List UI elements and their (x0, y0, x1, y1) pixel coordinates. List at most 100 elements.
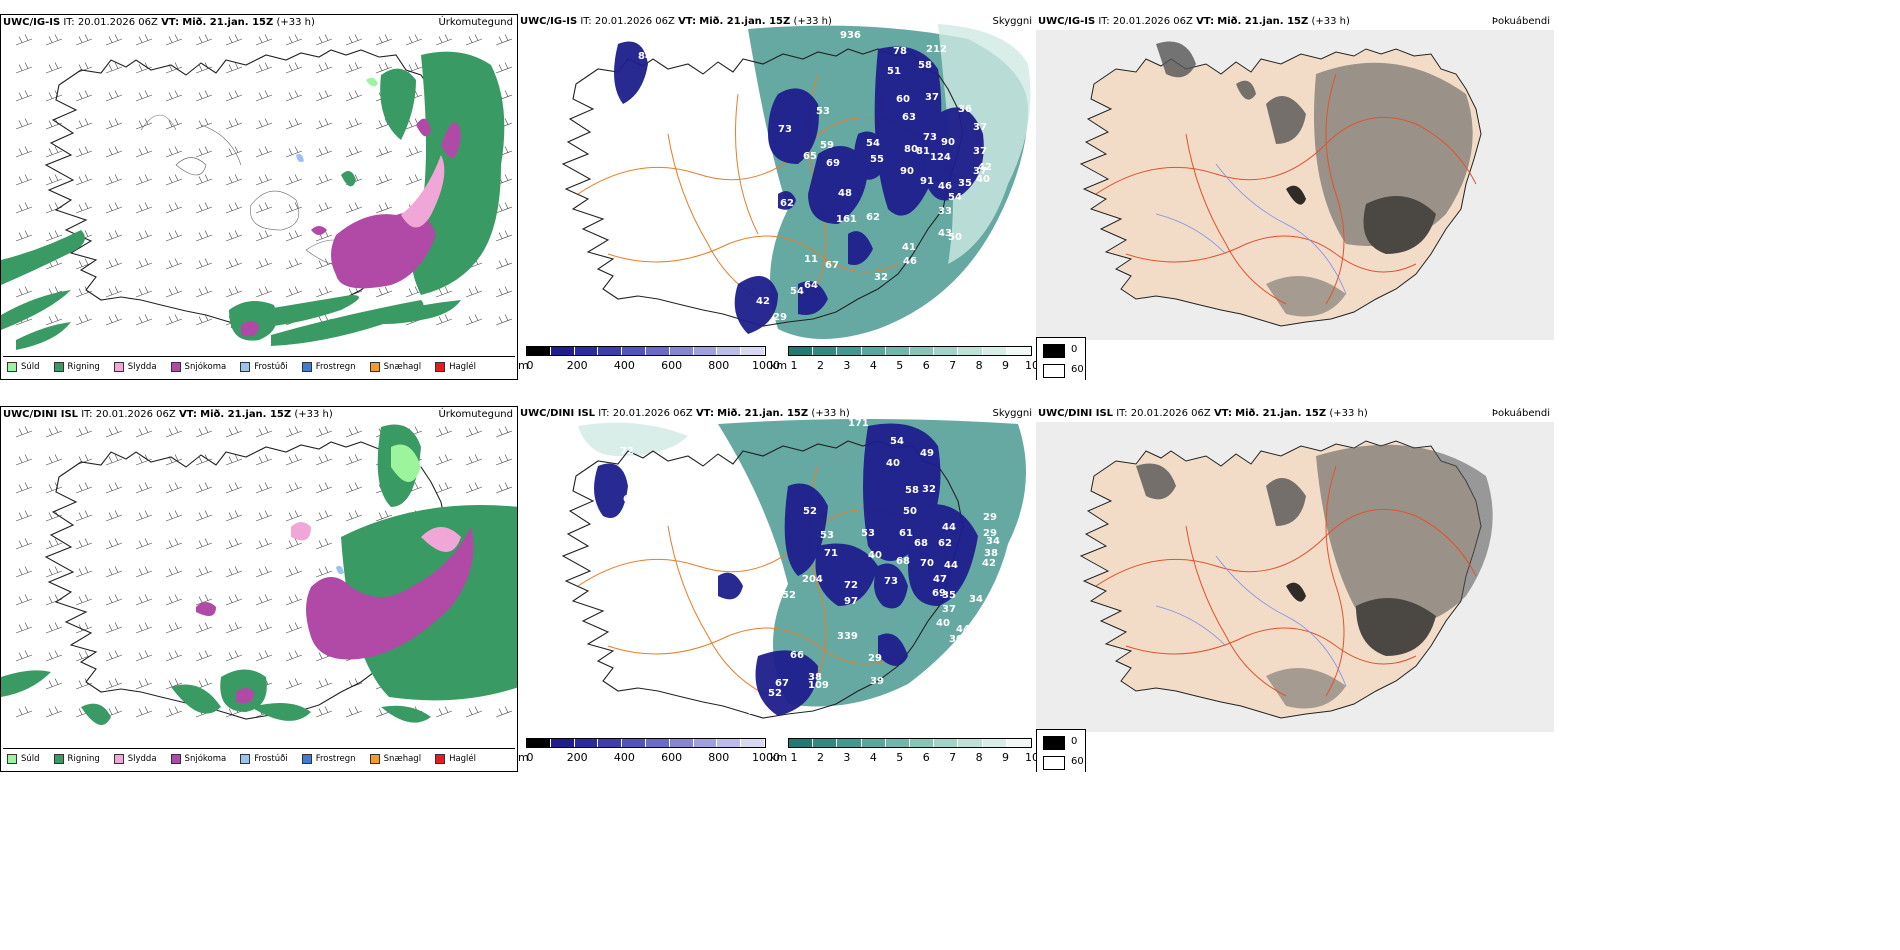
cloud-height-label: 36 (958, 104, 972, 115)
cloud-height-label: 68 (896, 556, 910, 567)
wind-barb (15, 426, 33, 438)
dewpoint-map-bottom (1036, 422, 1554, 732)
dewpoint-panel-bottom: UWC/DINI ISL IT: 20.01.2026 06Z VT: Mið.… (1036, 406, 1554, 772)
wind-barb (45, 34, 63, 46)
colorbar-tick: 8 (975, 359, 983, 372)
cloud-height-label: 60 (650, 74, 664, 85)
cloud-height-label: 40 (976, 174, 990, 185)
wind-barb (195, 650, 213, 662)
wind-barb (495, 286, 513, 298)
wind-barb (75, 118, 93, 130)
wind-barb (315, 62, 333, 74)
colorbar-segment (574, 347, 599, 355)
cloud-height-label: 61 (899, 528, 913, 539)
wind-barb (345, 90, 363, 102)
colorbar-tick: 4 (869, 751, 877, 764)
wind-barb (45, 314, 63, 326)
elevation-colorbar-bottom: m 0 200 400 600 800 1000 (518, 734, 780, 768)
cloud-base-fields (614, 41, 984, 334)
colorbar-segment (789, 347, 814, 355)
cloud-height-label: 70 (920, 558, 934, 569)
colorbar-segment (789, 739, 814, 747)
legend-swatch (240, 362, 251, 372)
wind-barb (465, 706, 483, 718)
wind-barb (135, 594, 153, 606)
cloud-height-label: 42 (756, 296, 770, 307)
cloud-height-label: 124 (930, 152, 951, 163)
wind-barb (105, 286, 123, 298)
cloudbase-colorbar-bottom: km 1 2 3 4 5 6 7 8 9 10 (770, 734, 1036, 768)
wind-barb (375, 510, 393, 522)
wind-barb (225, 258, 243, 270)
cloud-height-label: 62 (938, 538, 952, 549)
wind-barb (495, 34, 513, 46)
cloud-height-label: 67 (668, 96, 682, 107)
wind-barb (105, 202, 123, 214)
wind-barb (15, 566, 33, 578)
legend-swatch (113, 362, 124, 372)
rivers (1155, 555, 1347, 687)
colorbar-tick: 200 (566, 751, 588, 764)
wind-barb (495, 258, 513, 270)
precip-header-top: UWC/IG-IS IT: 20.01.2026 06Z VT: Mið. 21… (3, 15, 515, 31)
wind-barb (165, 174, 183, 186)
cloud-height-label: 42 (982, 558, 996, 569)
wind-barb (285, 482, 303, 494)
colorbar-tick: 10 (1025, 751, 1036, 764)
wind-barb (45, 538, 63, 550)
colorbar-tick: 3 (843, 751, 851, 764)
colorbar-segment (717, 347, 742, 355)
cloud-height-label: 63 (902, 112, 916, 123)
wind-barb (405, 34, 423, 46)
legend-swatch (170, 754, 181, 764)
wind-barb (285, 230, 303, 242)
legend-item: Snjókoma (170, 754, 226, 764)
colorbar-segment (1006, 347, 1032, 355)
cloud-height-label: 73 (884, 576, 898, 587)
dew-header-left: UWC/DINI ISL IT: 20.01.2026 06Z VT: Mið.… (1038, 408, 1368, 419)
wind-barb (285, 34, 303, 46)
wind-barb (105, 454, 123, 466)
legend-swatch (53, 362, 64, 372)
legend-item: Haglél (435, 754, 476, 764)
wind-barb (285, 650, 303, 662)
wind-barb (315, 146, 333, 158)
wind-barb (255, 118, 273, 130)
wind-barb (105, 258, 123, 270)
wind-barb (75, 146, 93, 158)
wind-barb (225, 622, 243, 634)
wind-barb (165, 202, 183, 214)
colorbar-tick: 5 (896, 751, 904, 764)
legend-swatch (301, 754, 312, 764)
wind-barb (165, 314, 183, 326)
wind-barb (45, 426, 63, 438)
cloud-height-label: 59 (820, 140, 834, 151)
cloud-height-label: 33 (938, 206, 952, 217)
wind-barb (135, 426, 153, 438)
wind-barb (105, 650, 123, 662)
wind-barb (375, 34, 393, 46)
precip-panel-top: UWC/IG-IS IT: 20.01.2026 06Z VT: Mið. 21… (0, 14, 518, 380)
wind-barb (375, 286, 393, 298)
cloud-height-label: 44 (944, 560, 958, 571)
wind-barb (105, 622, 123, 634)
cloud-height-label: 40 (936, 618, 950, 629)
elevation-colorbar-top: m 0 200 400 600 800 1000 (518, 342, 780, 376)
wind-barb (225, 650, 243, 662)
cloud-height-label: 90 (941, 137, 955, 148)
cloud-height-label: 936 (840, 30, 861, 41)
cloud-height-label: 37 (973, 166, 987, 177)
legend-swatch (435, 362, 446, 372)
colorbar-segment (958, 347, 983, 355)
colorbar-segment (910, 347, 935, 355)
colorbar-segment (574, 739, 599, 747)
cloud-height-label: 55 (870, 154, 884, 165)
wind-barb (75, 510, 93, 522)
colorbar-segment (550, 347, 575, 355)
cloud-height-label: 68 (914, 538, 928, 549)
wind-barb (345, 118, 363, 130)
cloud-height-label: 204 (802, 574, 823, 585)
wind-barb (45, 678, 63, 690)
wind-barb (165, 258, 183, 270)
rivers (1155, 163, 1347, 295)
